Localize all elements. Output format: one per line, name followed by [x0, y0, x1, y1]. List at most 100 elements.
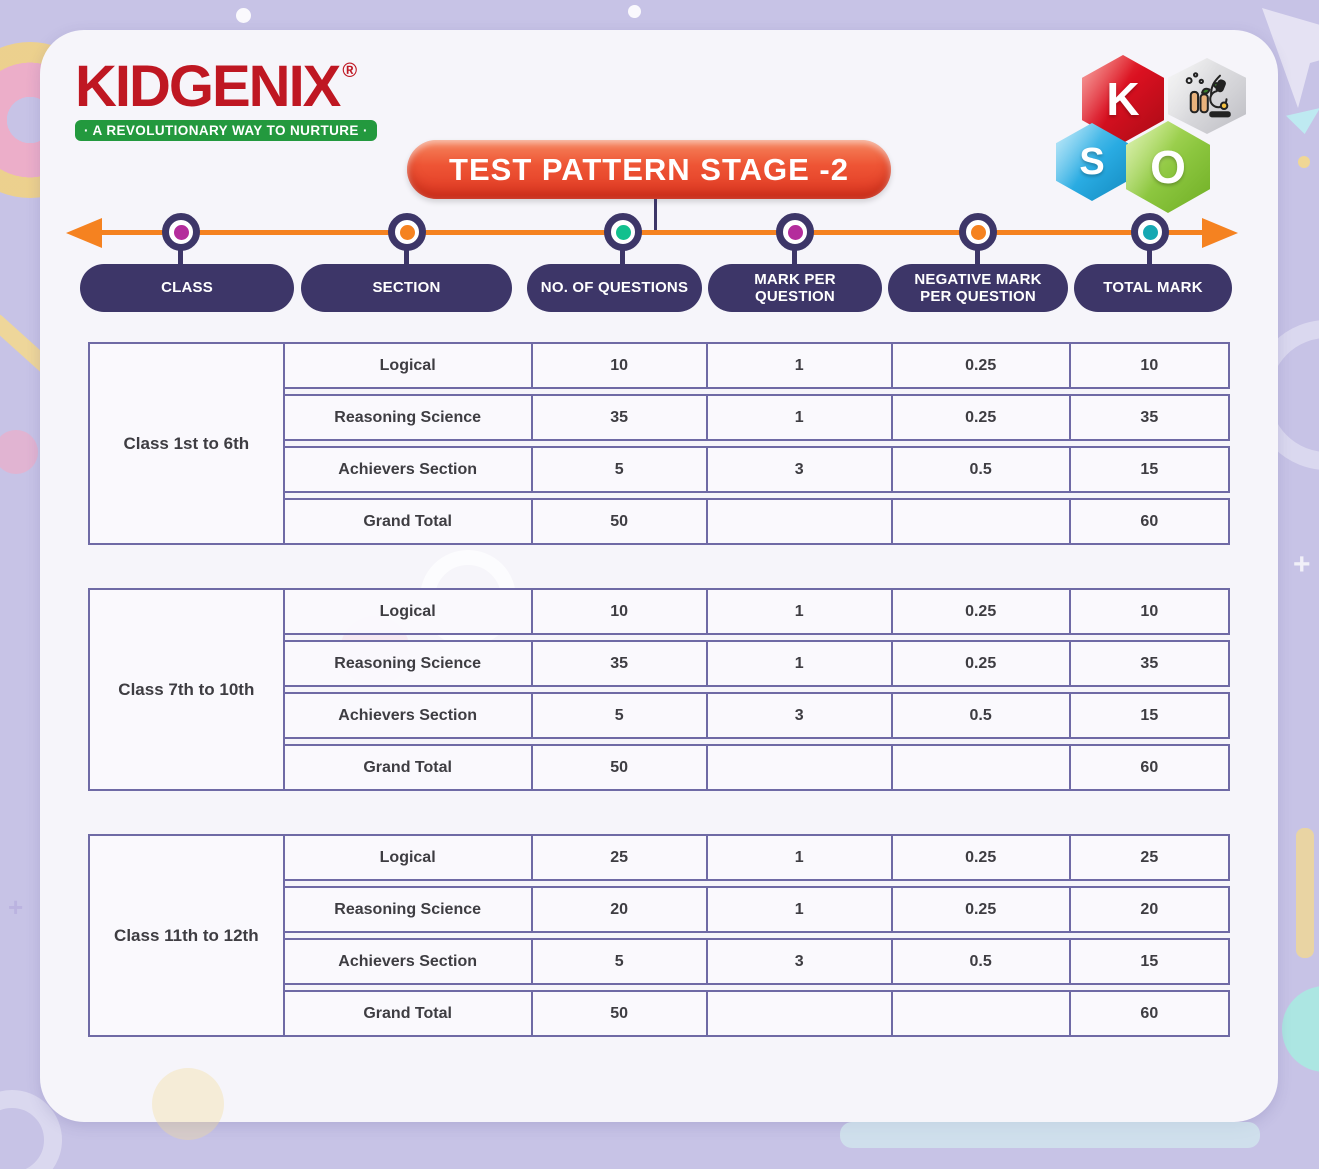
test-pattern-tables: Class 1st to 6th Logical 10 1 0.25 10 Reasonin…	[88, 342, 1232, 1037]
cell-total: 10	[1140, 356, 1159, 374]
class-group-label: Class 1st to 6th	[88, 342, 285, 545]
timeline-node-no-of-questions	[604, 213, 642, 251]
table-row: Reasoning Science 35 1 0.25 35	[282, 640, 1230, 687]
node-stem	[975, 249, 980, 265]
cell-questions: 50	[533, 992, 708, 1035]
table-row: Grand Total 50 60	[282, 744, 1230, 791]
arrow-left-icon	[66, 218, 102, 248]
cell-total: 35	[1140, 408, 1159, 426]
cell-mark: 1	[708, 642, 893, 685]
cell-questions: 5	[533, 448, 708, 491]
cell-negative: 0.25	[893, 642, 1071, 685]
cell-questions: 5	[533, 940, 708, 983]
cell-mark: 1	[708, 396, 893, 439]
cell-mark: 1	[708, 344, 893, 387]
timeline-node-negative-mark-per-question	[959, 213, 997, 251]
timeline-dot-mark-per-question	[787, 224, 803, 240]
kso-letter-s: S	[1079, 140, 1105, 183]
cell-total: 35	[1140, 654, 1159, 672]
cell-negative	[893, 746, 1071, 789]
cell-total: 10	[1140, 602, 1159, 620]
page-title: TEST PATTERN STAGE -2	[407, 140, 891, 199]
cell-questions: 50	[533, 500, 708, 543]
node-stem	[620, 249, 625, 265]
arrow-right-icon	[1202, 218, 1238, 248]
cell-questions: 20	[533, 888, 708, 931]
test-pattern-table-3: Class 11th to 12th Logical 25 1 0.25 25 Reason…	[88, 834, 1232, 1037]
cell-mark: 3	[708, 694, 893, 737]
table-row: Logical 10 1 0.25 10	[282, 588, 1230, 635]
table-row: Reasoning Science 20 1 0.25 20	[282, 886, 1230, 933]
doodle-pencil	[1296, 828, 1314, 958]
cell-mark	[708, 992, 893, 1035]
cell-mark: 3	[708, 448, 893, 491]
doodle-teal-circle	[1282, 986, 1319, 1072]
cell-section: Achievers Section	[285, 448, 533, 491]
cell-questions: 10	[533, 590, 708, 633]
doodle-triangle	[1286, 108, 1319, 134]
column-pill-total-mark: TOTAL MARK	[1074, 264, 1232, 312]
cell-questions: 50	[533, 746, 708, 789]
cell-total: 60	[1140, 512, 1159, 530]
class-group-label: Class 7th to 10th	[88, 588, 285, 791]
doodle-plus: +	[8, 892, 24, 922]
cell-negative: 0.25	[893, 590, 1071, 633]
table-row: Grand Total 50 60	[282, 990, 1230, 1037]
test-pattern-table-1: Class 1st to 6th Logical 10 1 0.25 10 Reasonin…	[88, 342, 1232, 545]
cell-questions: 10	[533, 344, 708, 387]
doodle-dot	[1298, 156, 1310, 168]
cell-negative: 0.25	[893, 396, 1071, 439]
table-rows: Logical 25 1 0.25 25 Reasoning Science 20 1 0.25…	[282, 834, 1230, 1037]
timeline-line	[98, 230, 1206, 235]
cell-section: Achievers Section	[285, 694, 533, 737]
cell-negative: 0.5	[893, 448, 1071, 491]
column-pill-no-of-questions: NO. OF QUESTIONS	[527, 264, 702, 312]
cell-section: Reasoning Science	[285, 642, 533, 685]
cell-mark	[708, 500, 893, 543]
page-title-text: TEST PATTERN STAGE -2	[449, 151, 849, 187]
cell-negative: 0.25	[893, 344, 1071, 387]
doodle-dot	[236, 8, 251, 23]
cell-negative: 0.5	[893, 694, 1071, 737]
timeline-node-class	[162, 213, 200, 251]
column-pill-negative-mark-per-question: NEGATIVE MARK PER QUESTION	[888, 264, 1068, 312]
class-group-label: Class 11th to 12th	[88, 834, 285, 1037]
cell-mark	[708, 746, 893, 789]
cell-negative: 0.5	[893, 940, 1071, 983]
cell-mark: 1	[708, 590, 893, 633]
table-row: Logical 25 1 0.25 25	[282, 834, 1230, 881]
timeline-node-total-mark	[1131, 213, 1169, 251]
cell-section: Reasoning Science	[285, 888, 533, 931]
cell-questions: 25	[533, 836, 708, 879]
node-stem	[1147, 249, 1152, 265]
cell-section: Reasoning Science	[285, 396, 533, 439]
node-stem	[792, 249, 797, 265]
table-row: Logical 10 1 0.25 10	[282, 342, 1230, 389]
cell-total: 15	[1140, 706, 1159, 724]
doodle-dot	[628, 5, 641, 18]
cell-mark: 1	[708, 888, 893, 931]
table-row: Achievers Section 5 3 0.5 15	[282, 938, 1230, 985]
node-stem	[404, 249, 409, 265]
doodle-faint-blob	[152, 1068, 224, 1140]
cell-total: 25	[1140, 848, 1159, 866]
kso-hex-o: O	[1126, 121, 1210, 213]
cell-negative: 0.25	[893, 888, 1071, 931]
cell-section: Grand Total	[285, 746, 533, 789]
doodle-faint-bar	[840, 1122, 1260, 1148]
table-rows: Logical 10 1 0.25 10 Reasoning Science 35 1 0.25…	[282, 588, 1230, 791]
table-row: Reasoning Science 35 1 0.25 35	[282, 394, 1230, 441]
cell-mark: 1	[708, 836, 893, 879]
cell-total: 60	[1140, 1004, 1159, 1022]
cell-section: Grand Total	[285, 992, 533, 1035]
cell-total: 20	[1140, 900, 1159, 918]
brand-logo: KIDGENIX ® · A REVOLUTIONARY WAY TO NURT…	[75, 58, 377, 141]
cell-section: Grand Total	[285, 500, 533, 543]
node-stem	[178, 249, 183, 265]
title-connector-line	[654, 199, 657, 235]
cell-negative	[893, 992, 1071, 1035]
kso-logo: K S	[1040, 30, 1278, 230]
kso-hex-lab	[1168, 58, 1246, 134]
brand-tagline: · A REVOLUTIONARY WAY TO NURTURE ·	[75, 120, 377, 141]
